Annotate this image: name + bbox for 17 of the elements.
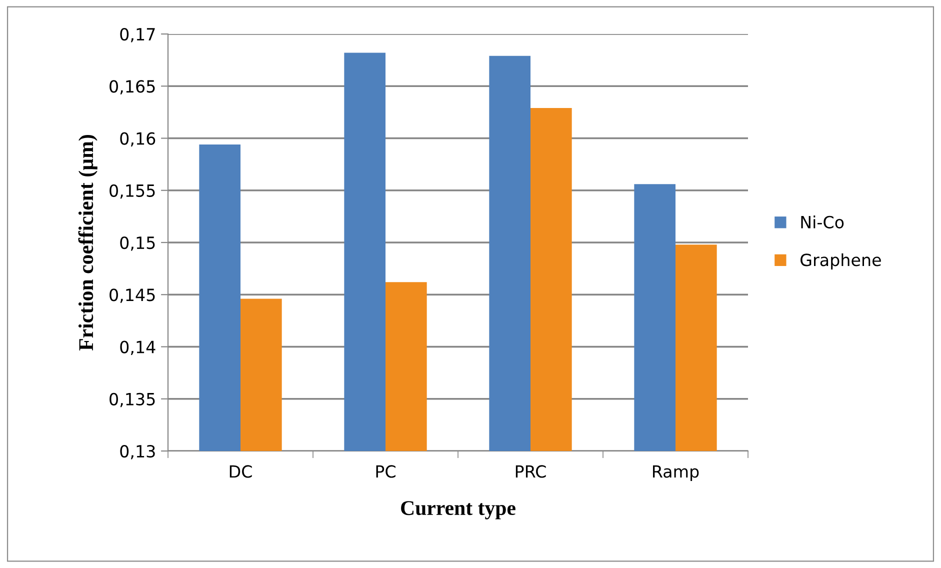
y-tick-label: 0,15 xyxy=(120,236,155,251)
y-tick-label: 0,135 xyxy=(110,392,155,408)
legend-label: Graphene xyxy=(800,253,881,270)
y-tick-label: 0,13 xyxy=(120,444,155,460)
x-tick-label: DC xyxy=(230,465,252,478)
x-tick-label: PRC xyxy=(516,465,546,478)
y-tick-label: 0,14 xyxy=(120,340,156,356)
y-tick-label: 0,16 xyxy=(120,132,156,147)
legend-label: Ni-Co xyxy=(801,216,844,228)
y-tick-label: 0,165 xyxy=(110,80,155,94)
x-tick-label: Ramp xyxy=(653,465,699,482)
y-axis-title: Friction coefficient (µm) xyxy=(78,135,98,351)
y-tick-label: 0,17 xyxy=(120,28,155,42)
x-tick-label: PC xyxy=(376,465,396,478)
y-tick-label: 0,145 xyxy=(110,288,155,303)
y-tick-label: 0,155 xyxy=(110,184,155,199)
x-axis-title: Current type xyxy=(401,501,516,520)
